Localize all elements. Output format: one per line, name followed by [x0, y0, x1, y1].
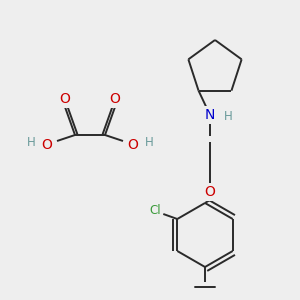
Text: O: O [205, 185, 215, 199]
Text: O: O [128, 138, 138, 152]
Text: Cl: Cl [149, 205, 161, 218]
Text: H: H [224, 110, 232, 124]
Text: O: O [110, 92, 120, 106]
Text: O: O [60, 92, 70, 106]
Text: O: O [42, 138, 52, 152]
Text: N: N [205, 108, 215, 122]
Text: H: H [27, 136, 35, 149]
Text: H: H [145, 136, 153, 149]
